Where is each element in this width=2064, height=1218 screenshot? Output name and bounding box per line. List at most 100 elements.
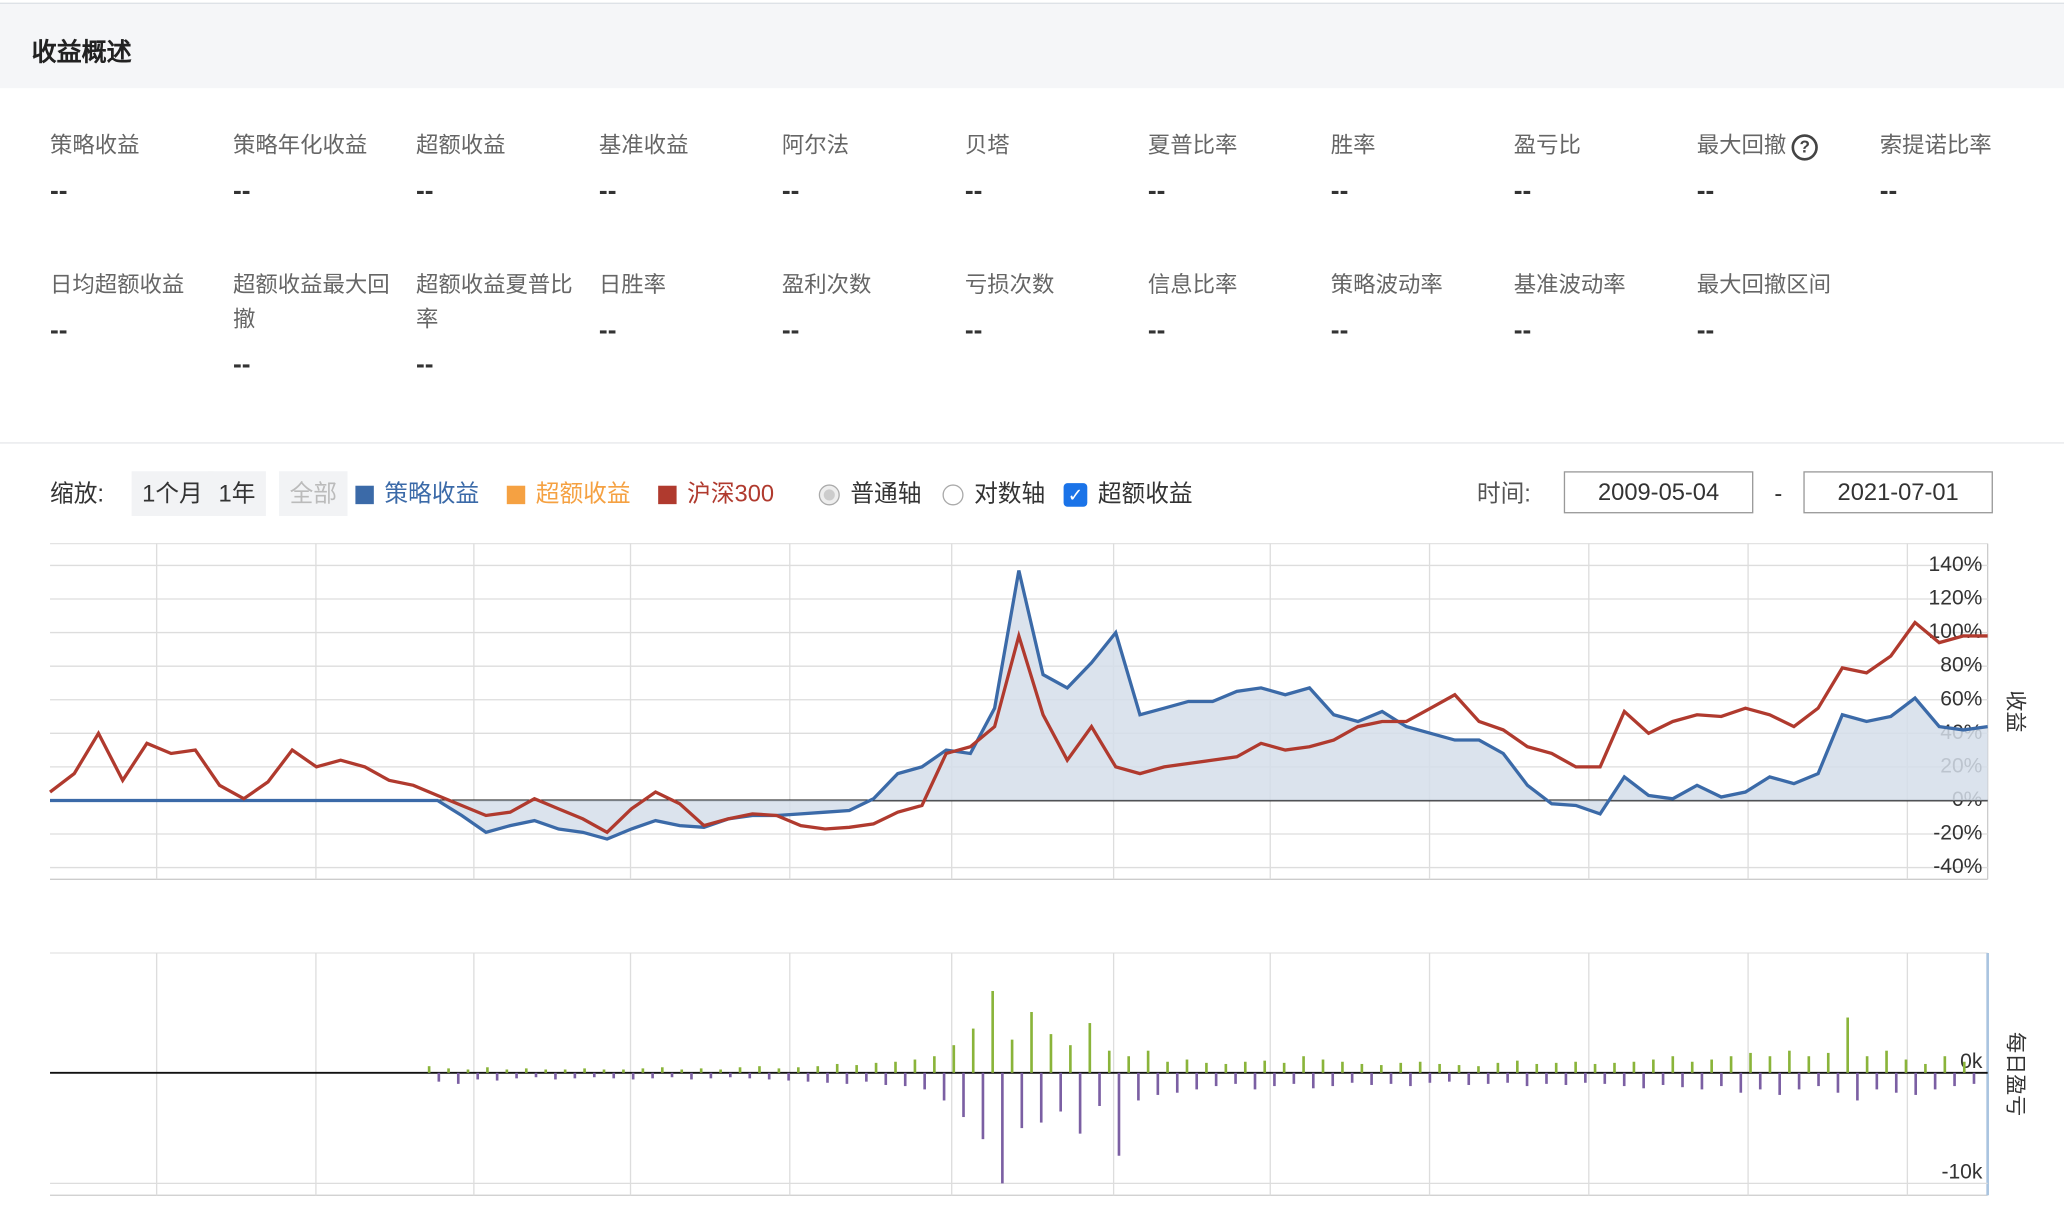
bar [1175,1072,1179,1093]
bar [466,1069,470,1073]
bar [1535,1063,1539,1073]
zoom-button[interactable]: 1个月 [131,471,214,517]
legend-item[interactable]: 沪深300 [658,471,774,516]
bar [1914,1072,1918,1095]
bar [991,990,994,1073]
bar [1263,1060,1267,1073]
bar [476,1072,480,1080]
metric-label-text: 基准收益 [598,132,689,158]
metric-value: -- [1513,176,1532,206]
legend-label: 超额收益 [535,480,631,507]
bar [1448,1072,1451,1082]
bar [767,1072,771,1080]
bar [913,1059,917,1073]
bar [1088,1023,1092,1073]
bar [806,1072,810,1082]
bar [1486,1072,1490,1084]
metric-label: 亏损次数 [965,269,1139,303]
date-input[interactable]: 2009-05-04 [1563,471,1754,514]
bar [1030,1011,1033,1073]
check-icon: ✓ [1063,483,1088,508]
bar [1652,1059,1655,1073]
metric-label-text: 超额收益夏普比率 [415,272,573,332]
radio[interactable]: 普通轴 [818,471,921,516]
bar [1107,1050,1111,1073]
bar [1098,1072,1101,1106]
metric: 日胜率 -- [599,269,782,381]
bar [1195,1072,1199,1090]
bar [1574,1061,1577,1073]
bar [1661,1072,1665,1085]
metric-label: 超额收益 [416,129,590,163]
bar [1205,1062,1208,1073]
legend-label: 策略收益 [384,480,480,507]
bar [1525,1072,1529,1087]
bar [1516,1060,1519,1073]
legend-swatch [355,486,374,505]
bar [1545,1072,1548,1084]
legend-item[interactable]: 策略收益 [355,471,479,516]
metric-label: 超额收益夏普比率 [416,269,590,337]
metric-label-text: 策略收益 [50,132,140,158]
bar [1331,1072,1335,1087]
metric: 日均超额收益 -- [50,269,233,381]
metric-label-text: 日均超额收益 [50,272,185,298]
bar [1282,1062,1286,1073]
metric: 夏普比率 -- [1148,129,1331,207]
metric-label: 策略收益 [50,129,224,163]
bar [515,1072,518,1079]
bar [1409,1072,1412,1087]
bar [1457,1065,1461,1073]
bar [1788,1050,1791,1073]
bar [855,1065,858,1073]
bar [1127,1056,1131,1073]
metric-label-text: 亏损次数 [964,272,1055,298]
bar [505,1069,509,1073]
zoom-button[interactable]: 全部 [279,471,348,517]
bar [835,1063,839,1073]
metric-label: 盈利次数 [782,269,956,303]
bar [933,1056,936,1073]
bar [1778,1072,1781,1095]
bar [612,1072,616,1079]
metric-label: 盈亏比 [1514,129,1688,163]
bar [495,1072,499,1081]
radio[interactable]: 对数轴 [942,471,1045,516]
metric-label: 策略波动率 [1331,269,1505,303]
metric-label-text: 贝塔 [964,132,1010,158]
bar [1185,1059,1189,1073]
date-input[interactable]: 2021-07-01 [1803,471,1993,514]
y-tick-label: -10k [1941,1160,1982,1183]
metric: 超额收益 -- [416,129,599,207]
bar [544,1069,548,1073]
metric-label: 策略年化收益 [233,129,407,163]
bar [1739,1072,1743,1093]
bar [554,1072,557,1080]
checkbox[interactable]: ✓ 超额收益 [1063,471,1193,516]
metric-value: -- [1330,176,1349,206]
metric: 策略年化收益 -- [233,129,416,207]
metric-value: -- [50,315,68,345]
y-tick-label: -20% [1933,822,1982,845]
radio-dot [818,484,840,506]
bar [971,1028,975,1073]
zoom-button[interactable]: 1年 [207,471,266,517]
metric-label: 阿尔法 [782,129,956,163]
bar [1418,1061,1422,1073]
bar [1379,1065,1383,1073]
metric-value: -- [415,176,434,206]
bar [1137,1072,1140,1101]
bar [1224,1063,1228,1073]
bar [1894,1072,1898,1093]
controls: 缩放: 1个月 1年 全部 策略收益 超额收益 沪深300 普通轴 对数轴 ✓ 超额收… [50,471,1998,517]
bar [952,1045,956,1073]
bar [1234,1072,1237,1084]
metric-value: -- [781,315,800,345]
metric: 策略收益 -- [50,129,233,207]
help-icon[interactable]: ? [1791,133,1818,160]
bar [1856,1072,1859,1101]
bar [1564,1072,1568,1085]
bar [583,1068,586,1073]
legend-item[interactable]: 超额收益 [506,471,631,516]
bar [826,1072,829,1083]
